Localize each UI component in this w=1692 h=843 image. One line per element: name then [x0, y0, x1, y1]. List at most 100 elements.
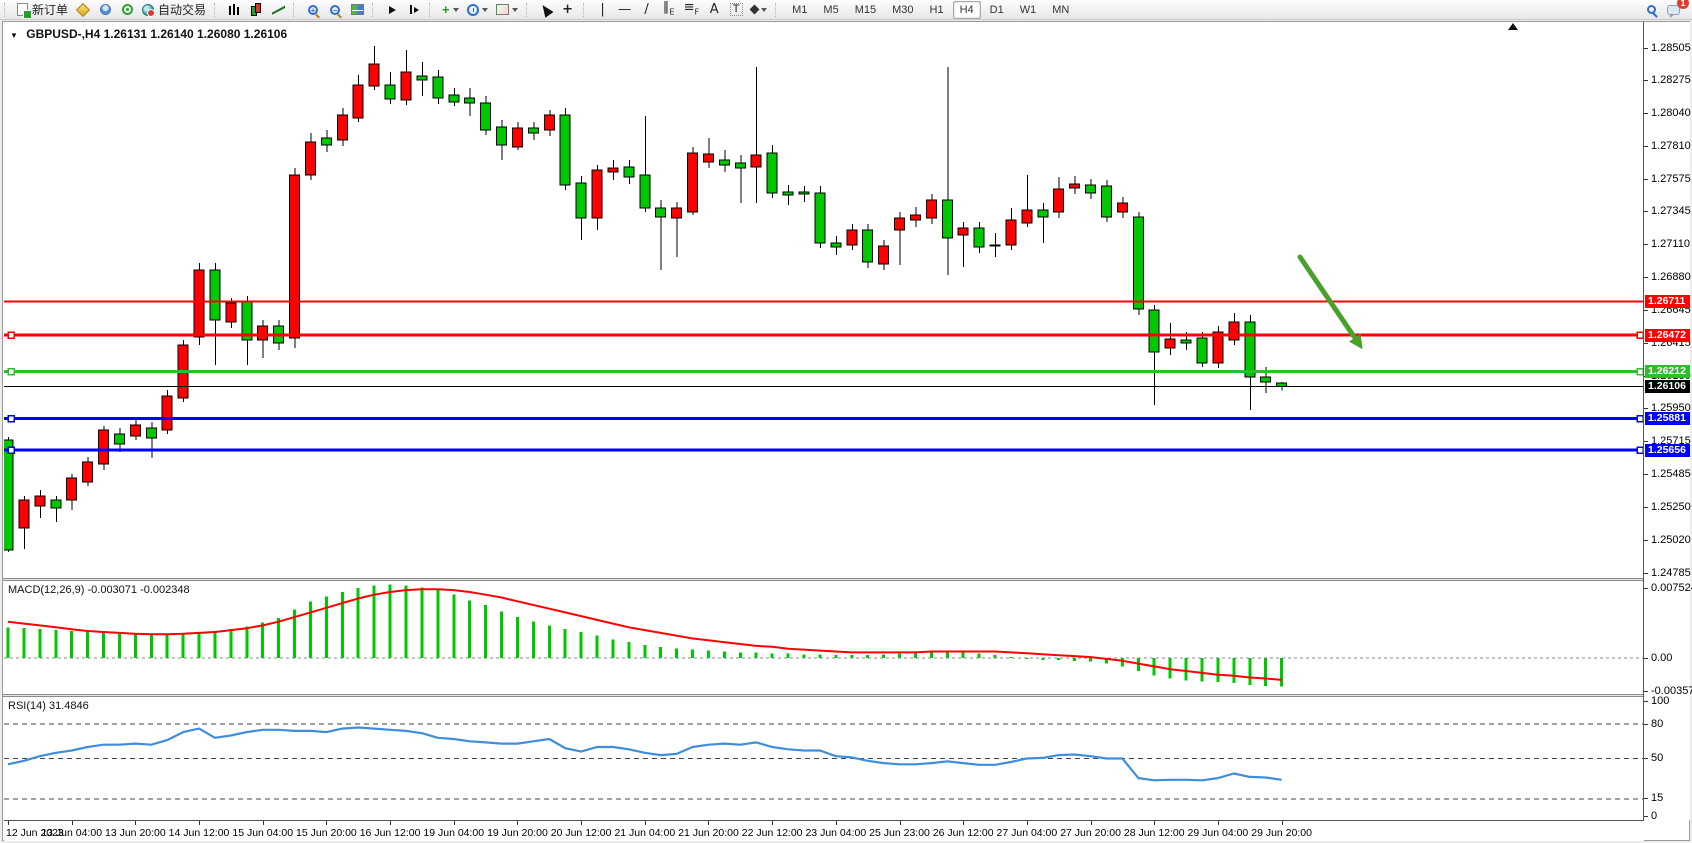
- axis-tick: [1644, 310, 1648, 312]
- crosshair-button[interactable]: +: [557, 1, 579, 19]
- horizontal-lines-group: [4, 300, 1643, 454]
- text-icon: A: [709, 2, 719, 17]
- tile-windows-icon: [350, 4, 364, 15]
- chart-shift-icon: [409, 5, 419, 14]
- axis-tick: [1644, 723, 1648, 725]
- scale-marker-icon: [1508, 23, 1518, 30]
- timeframe-m5[interactable]: M5: [823, 3, 839, 16]
- market-watch-button[interactable]: [72, 1, 94, 19]
- axis-tick-label: 1.25950: [1651, 402, 1691, 415]
- zoom-out-button[interactable]: −: [324, 1, 346, 19]
- trendline-button[interactable]: /: [636, 1, 658, 19]
- time-tick: [135, 821, 137, 825]
- rsi-panel-chart[interactable]: [4, 697, 1643, 820]
- navigator-icon: [121, 4, 133, 15]
- chat-button[interactable]: 1: [1662, 0, 1689, 19]
- price-axis[interactable]: 1.28505 1.28275 1.28040 1.27810 1.27575 1.273…: [1643, 22, 1692, 822]
- data-window-button[interactable]: [94, 1, 116, 19]
- rsi-line: [7, 726, 1282, 782]
- panel-splitter[interactable]: [3, 578, 1643, 581]
- axis-tick-label: 1.27575: [1651, 172, 1691, 185]
- axis-tick: [1644, 587, 1648, 589]
- time-tick: [899, 821, 901, 825]
- candlestick-chart-button[interactable]: [245, 1, 267, 19]
- search-button[interactable]: [1640, 1, 1662, 19]
- chevron-down-icon: [481, 7, 488, 12]
- time-tick: [326, 821, 328, 825]
- periods-button[interactable]: [463, 1, 492, 19]
- timeframe-mn[interactable]: MN: [1052, 3, 1070, 16]
- time-tick: [1026, 821, 1028, 825]
- timeframe-m15[interactable]: M15: [854, 3, 877, 16]
- axis-tick: [1644, 572, 1648, 574]
- line-chart-button[interactable]: [267, 1, 289, 19]
- auto-scroll-button[interactable]: [381, 1, 403, 19]
- chart-shift-button[interactable]: [403, 1, 425, 19]
- axis-tick: [1644, 539, 1648, 541]
- new-order-button[interactable]: 新订单: [13, 1, 72, 19]
- collapse-arrow-icon[interactable]: ▼: [10, 31, 18, 40]
- time-tick: [644, 821, 646, 825]
- horizontal-line-button[interactable]: —: [614, 1, 636, 19]
- timeframe-w1[interactable]: W1: [1019, 3, 1037, 16]
- cursor-icon: [538, 1, 554, 18]
- price-line-tag: 1.25656: [1645, 443, 1690, 457]
- macd-histogram: [6, 584, 1284, 687]
- chart-title-row: ▼ GBPUSD-,H4 1.26131 1.26140 1.26080 1.2…: [10, 27, 287, 41]
- cursor-button[interactable]: [535, 1, 557, 19]
- zoom-out-icon: −: [330, 4, 341, 15]
- axis-tick: [1644, 211, 1648, 213]
- axis-tick-label: 1.28040: [1651, 107, 1691, 120]
- chevron-down-icon: [452, 7, 459, 12]
- time-tick-label: 20 Jun 12:00: [550, 827, 612, 839]
- macd-values: -0.003071 -0.002348: [87, 584, 190, 596]
- time-tick-label: 15 Jun 04:00: [232, 827, 294, 839]
- bar-chart-button[interactable]: [223, 1, 245, 19]
- arrows-button[interactable]: [747, 1, 771, 19]
- toolbar-separator: [214, 2, 220, 17]
- horizontal-line-icon: —: [618, 2, 632, 17]
- templates-button[interactable]: [492, 1, 522, 19]
- text-button[interactable]: A: [703, 1, 725, 19]
- axis-tick: [1644, 507, 1648, 509]
- axis-tick: [1644, 473, 1648, 475]
- text-label-button[interactable]: T: [725, 1, 747, 19]
- price-line-tag: 1.26472: [1645, 328, 1690, 342]
- market-watch-icon: [75, 2, 91, 17]
- timeframe-h4[interactable]: H4: [952, 0, 981, 19]
- toolbar-handle[interactable]: [4, 2, 10, 17]
- axis-tick-label: 0: [1651, 809, 1658, 822]
- fibonacci-button[interactable]: ≡F: [680, 1, 704, 19]
- timeframe-m30[interactable]: M30: [892, 3, 914, 16]
- timeframe-d1[interactable]: D1: [989, 3, 1004, 16]
- channel-button[interactable]: ∥E: [658, 1, 680, 19]
- axis-tick-label: 1.27345: [1651, 205, 1691, 218]
- time-axis[interactable]: 12 Jun 2023 13 Jun 04:00 13 Jun 20:00 14 Ju…: [4, 820, 1644, 841]
- toolbar-separator: [372, 2, 378, 17]
- macd-panel-chart[interactable]: [4, 581, 1643, 694]
- indicators-button[interactable]: +: [438, 1, 463, 19]
- timeframe-m1[interactable]: M1: [792, 3, 808, 16]
- timeframe-h1[interactable]: H1: [929, 3, 944, 16]
- toolbar-separator: [429, 2, 435, 17]
- axis-tick: [1644, 178, 1648, 180]
- zoom-in-button[interactable]: +: [302, 1, 324, 19]
- crosshair-icon: +: [562, 2, 574, 17]
- price-line-tag: 1.26711: [1645, 294, 1690, 308]
- main-toolbar: 新订单 自动交易 + − + + | — / ∥E ≡F A T: [0, 0, 1692, 20]
- time-tick-label: 22 Jun 12:00: [741, 827, 803, 839]
- autotrading-button[interactable]: 自动交易: [138, 1, 210, 19]
- axis-tick: [1644, 113, 1648, 115]
- vertical-line-button[interactable]: |: [592, 1, 614, 19]
- time-tick-label: 27 Jun 20:00: [1060, 827, 1121, 839]
- rsi-indicator-label: RSI(14) 31.4846: [8, 700, 89, 712]
- navigator-button[interactable]: [116, 1, 138, 19]
- main-price-chart[interactable]: [4, 22, 1643, 578]
- tile-windows-button[interactable]: [346, 1, 368, 19]
- axis-tick: [1644, 690, 1648, 692]
- panel-splitter[interactable]: [3, 694, 1643, 697]
- toolbar-separator: [293, 2, 299, 17]
- autotrading-label: 自动交易: [158, 3, 207, 17]
- down-arrow-annotation[interactable]: [1297, 254, 1363, 350]
- axis-tick: [1644, 276, 1648, 278]
